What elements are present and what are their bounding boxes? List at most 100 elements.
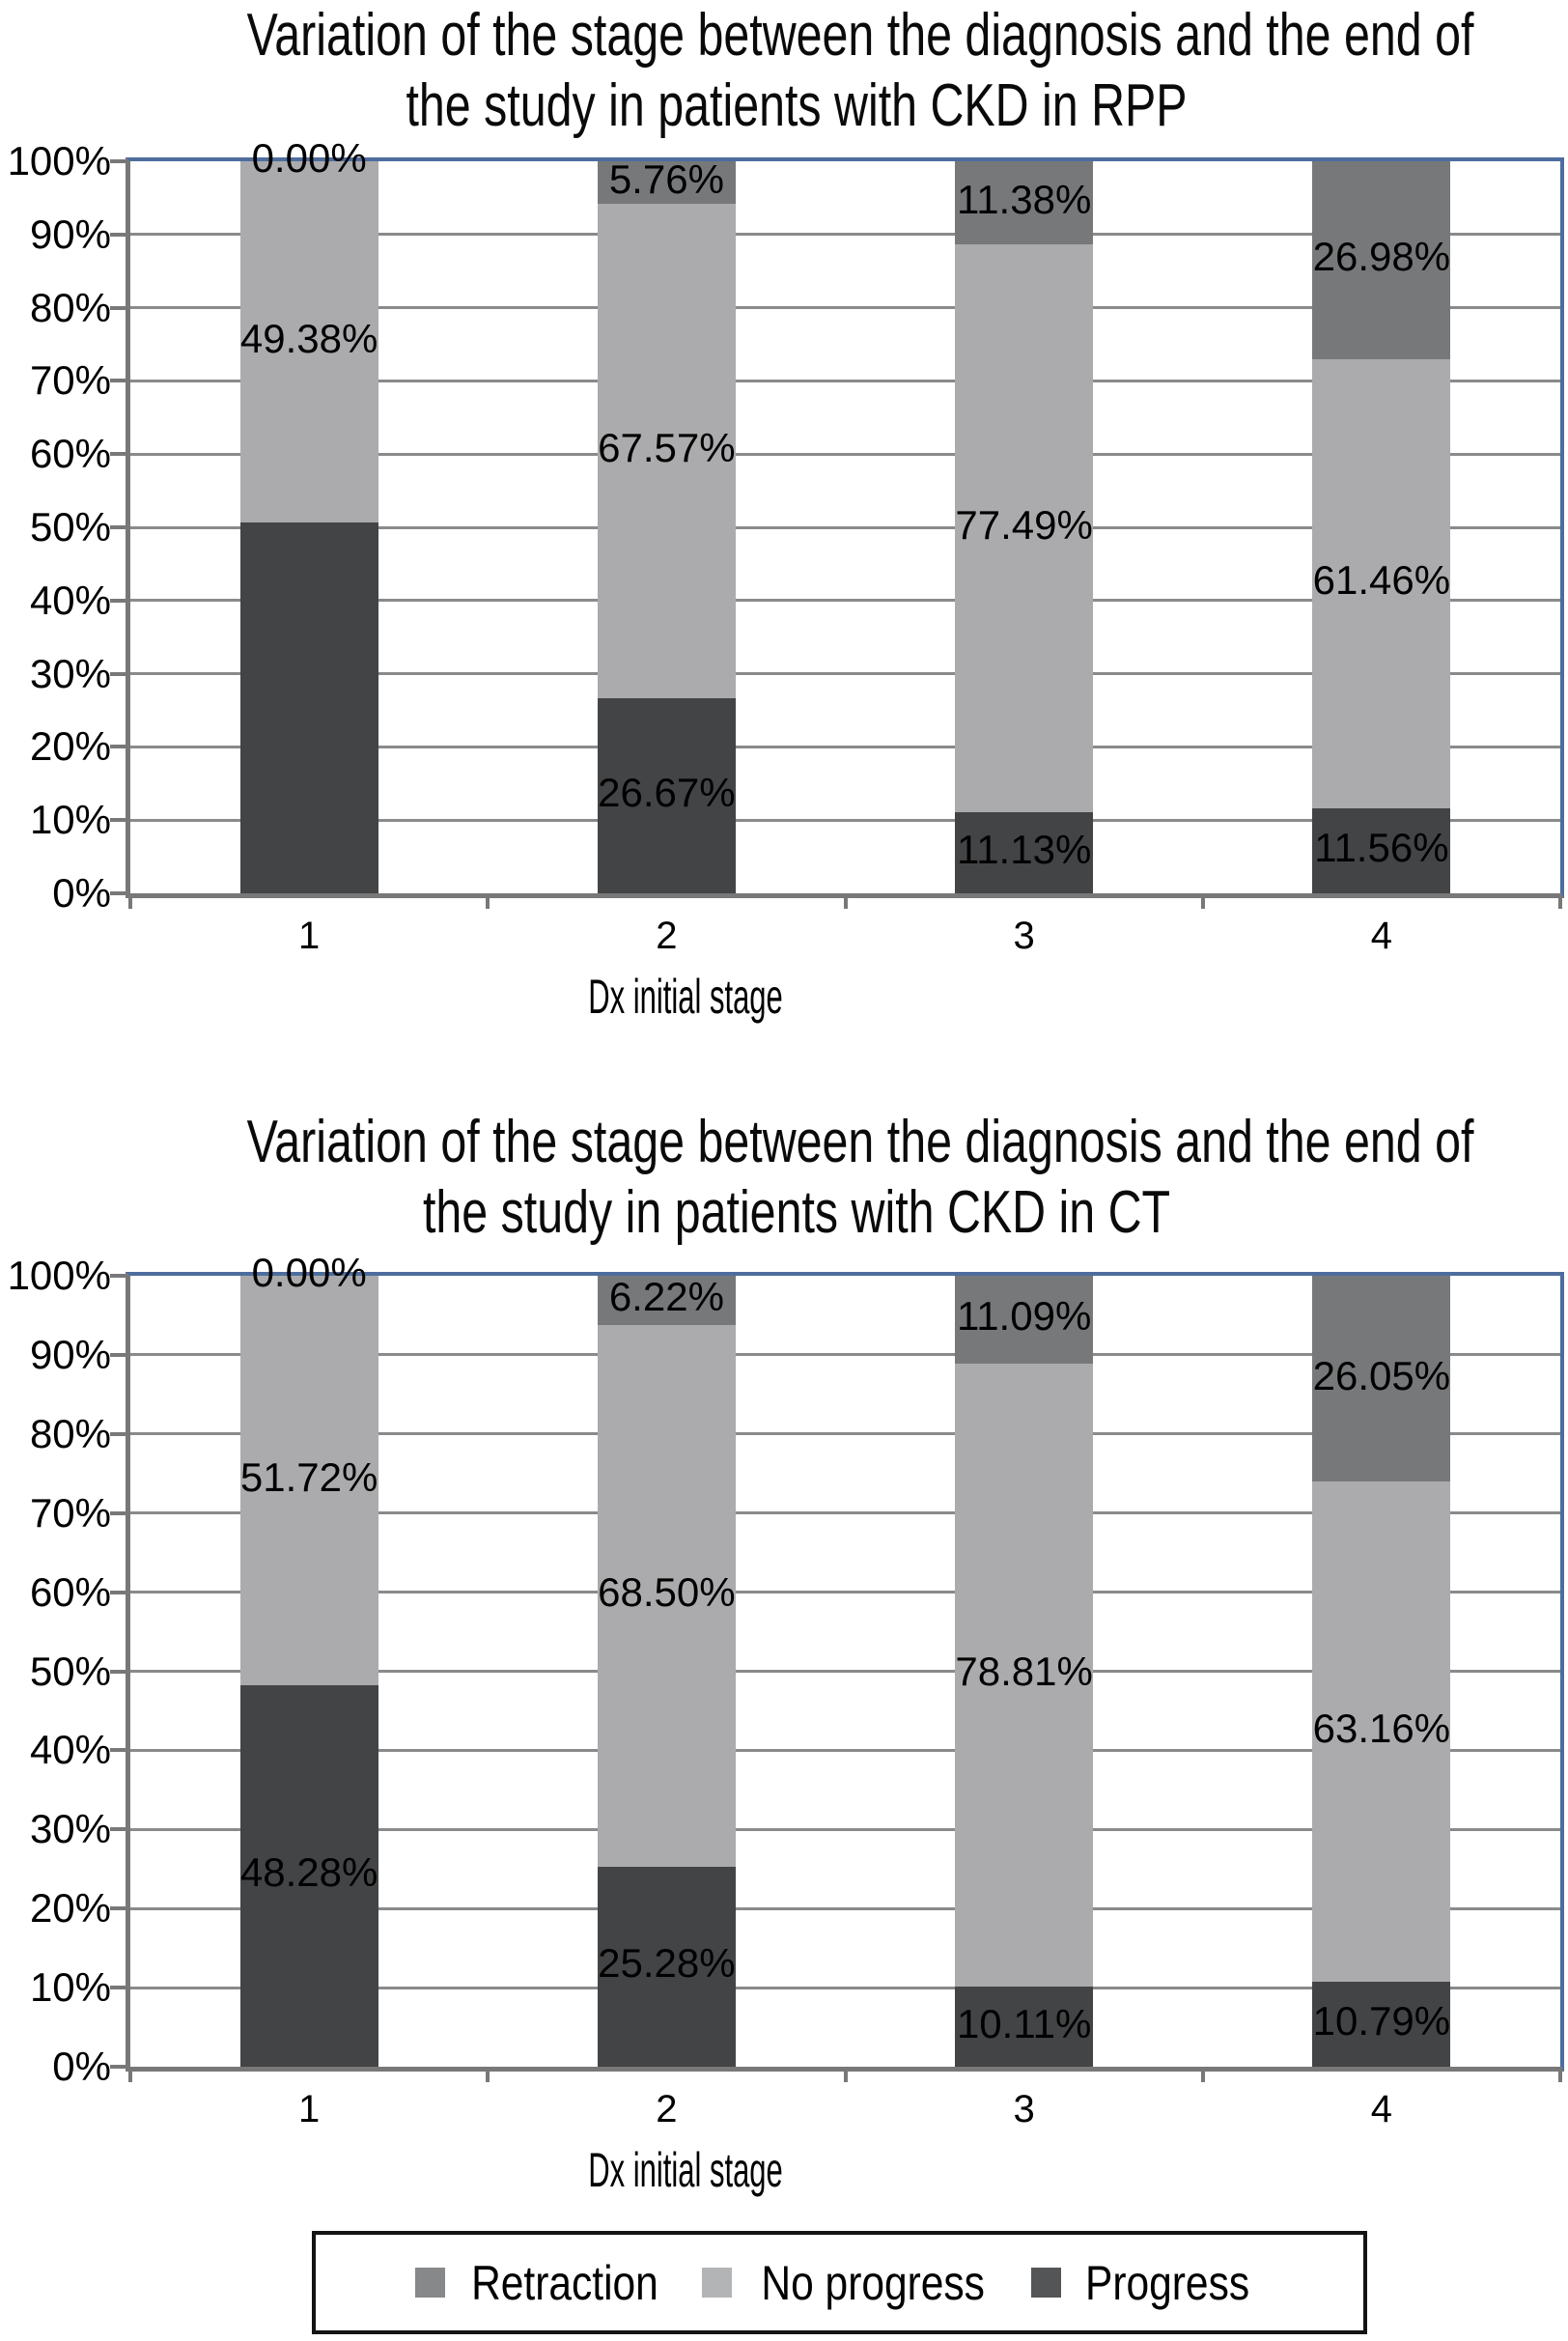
y-tick-label: 10% (29, 1964, 111, 2011)
bar-segment-progress (1312, 1981, 1451, 2067)
legend-label: No progress (761, 2255, 985, 2310)
data-label: 11.56% (1314, 825, 1449, 871)
y-tick (110, 232, 126, 237)
data-label: 68.50% (598, 1569, 736, 1616)
legend-swatch (414, 2268, 445, 2298)
bar-segment-retraction (955, 161, 1094, 245)
gridline (130, 1986, 1560, 1989)
gridline (130, 452, 1560, 456)
legend-item-no-progress: No progress (701, 2255, 1004, 2311)
gridline (130, 525, 1560, 529)
chart-title-line: the study in patients with CKD in CT (422, 1179, 1171, 1246)
bar-stage-2: 25.28% 68.50% 6.22% (597, 1274, 736, 2067)
bar-segment-retraction (1312, 1276, 1451, 1482)
bar-segment-no-progress (1312, 1481, 1451, 1982)
y-tick-label: 80% (29, 1410, 111, 1456)
y-tick-label: 40% (29, 1727, 111, 1773)
legend-item-retraction: Retraction (414, 2255, 675, 2311)
gridline (130, 233, 1560, 237)
data-label: 26.98% (1312, 234, 1451, 280)
bar-stage-4: 10.79% 63.16% 26.05% (1312, 1276, 1451, 2067)
bar-segment-progress (955, 811, 1094, 893)
bar-segment-progress (597, 1866, 736, 2067)
data-label: 78.81% (955, 1649, 1093, 1695)
x-tick (486, 2067, 490, 2082)
legend-swatch (701, 2268, 732, 2298)
y-tick (110, 1748, 126, 1753)
data-label: 61.46% (1312, 557, 1451, 604)
bar-segment-progress (955, 1987, 1094, 2067)
y-tick-label: 10% (29, 797, 111, 843)
y-tick-label: 60% (29, 1568, 111, 1615)
x-tick (843, 2067, 848, 2082)
x-axis-title: Dx initial stage (588, 970, 783, 1024)
chart-title-ct: Variation of the stage between the diagn… (92, 1107, 1501, 1248)
gridline (130, 1591, 1560, 1594)
bar-segment-progress (239, 1684, 378, 2067)
bar-segment-progress (597, 697, 736, 893)
gridline (130, 818, 1560, 822)
y-tick (110, 1274, 126, 1278)
y-tick (110, 891, 126, 895)
data-label: 6.22% (608, 1274, 724, 1320)
x-axis-title: Dx initial stage (588, 2143, 783, 2197)
gridline (130, 1432, 1560, 1436)
x-tick-label: 4 (1370, 915, 1392, 957)
x-tick (1200, 893, 1205, 909)
bar-segment-no-progress (597, 203, 736, 698)
bar-segment-retraction (597, 1276, 736, 1325)
x-tick (486, 893, 490, 909)
bar-segment-progress (1312, 808, 1451, 893)
y-tick-label: 70% (29, 357, 111, 404)
legend-label: Retraction (470, 2255, 658, 2310)
y-tick (110, 1590, 126, 1594)
legend-swatch (1031, 2268, 1062, 2298)
y-tick-label: 40% (29, 577, 111, 623)
y-tick-label: 50% (29, 1648, 111, 1694)
data-label: 26.05% (1312, 1352, 1451, 1398)
bar-segment-progress (239, 522, 378, 893)
x-tick-label: 3 (1013, 915, 1035, 957)
gridline (130, 1827, 1560, 1831)
bar-segment-no-progress (955, 1363, 1094, 1988)
data-label: 11.38% (956, 177, 1092, 223)
data-label: 77.49% (955, 501, 1093, 548)
bar-stage-3: 10.11% 78.81% 11.09% (955, 1275, 1094, 2067)
data-label: 10.79% (1312, 1997, 1451, 2044)
x-tick-label: 2 (656, 2088, 678, 2130)
y-tick (110, 1827, 126, 1832)
y-tick (110, 1906, 126, 1911)
data-label: 48.28% (239, 1849, 378, 1896)
legend-item-progress: Progress (1031, 2255, 1264, 2311)
y-tick (110, 525, 126, 529)
y-tick (110, 2065, 126, 2069)
gridline (130, 672, 1560, 676)
bar-segment-no-progress (1312, 358, 1451, 809)
x-tick (1558, 893, 1562, 909)
x-tick-label: 1 (298, 915, 321, 957)
y-tick (110, 671, 126, 676)
y-tick (110, 452, 126, 457)
bar-stage-1: 49.38% 0.00% (239, 135, 378, 893)
gridline (130, 379, 1560, 382)
legend-label: Progress (1085, 2255, 1250, 2310)
data-label: 51.72% (239, 1453, 378, 1500)
gridline (130, 1748, 1560, 1752)
x-tick (843, 893, 848, 909)
y-tick-label: 20% (29, 723, 111, 770)
x-tick (1558, 2067, 1562, 2082)
y-tick-label: 30% (29, 650, 111, 696)
bar-segment-retraction (1312, 161, 1451, 359)
y-tick-label: 50% (29, 504, 111, 550)
chart-title-line: Variation of the stage between the diagn… (246, 1109, 1474, 1175)
data-label: 5.76% (608, 155, 724, 202)
y-tick-label: 20% (29, 1885, 111, 1932)
gridline (130, 599, 1560, 603)
data-label: 63.16% (1312, 1706, 1451, 1751)
y-tick-label: 100% (7, 1253, 111, 1298)
x-tick-label: 1 (298, 2088, 321, 2130)
bar-stage-4: 11.56% 61.46% 26.98% (1312, 161, 1451, 893)
x-tick-label: 4 (1370, 2088, 1392, 2130)
